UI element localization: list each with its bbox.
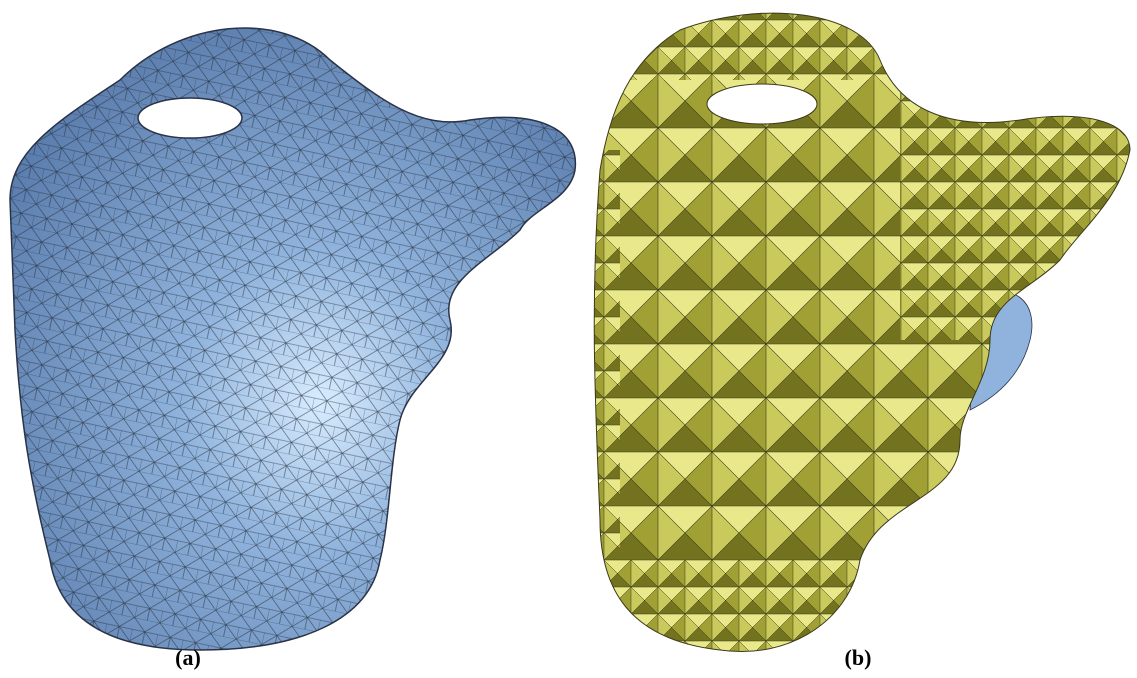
panel-label: (b): [845, 645, 872, 670]
panel-label: (a): [175, 645, 201, 670]
figure: (a) (b): [0, 0, 1137, 678]
page: (a) (b) (() => { const data = JSON.parse…: [0, 0, 1137, 678]
mesh-b: [590, 0, 1137, 670]
mesh-a: [10, 28, 575, 650]
